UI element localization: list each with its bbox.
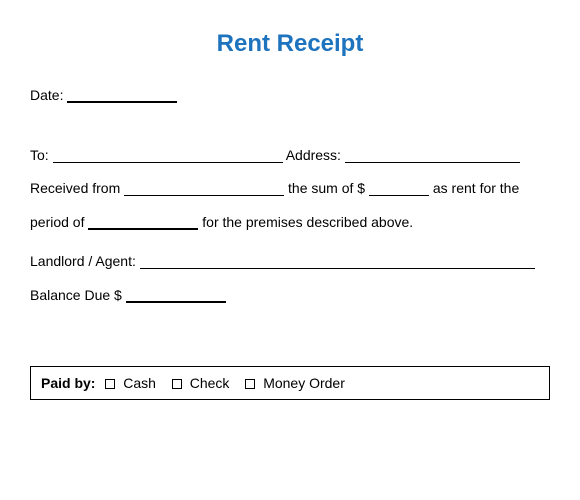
cash-option: Cash xyxy=(123,375,156,391)
landlord-blank[interactable] xyxy=(140,268,535,269)
address-label: Address: xyxy=(286,147,341,163)
money-order-option: Money Order xyxy=(263,375,345,391)
as-rent-label: as rent for the xyxy=(433,180,519,196)
premises-label: for the premises described above. xyxy=(202,214,413,230)
cash-checkbox[interactable] xyxy=(105,379,115,389)
to-address-row: To: Address: xyxy=(30,146,550,166)
receipt-title: Rent Receipt xyxy=(30,30,550,58)
received-from-blank[interactable] xyxy=(124,195,284,196)
sum-blank[interactable] xyxy=(369,195,429,196)
paid-by-box: Paid by: Cash Check Money Order xyxy=(30,366,550,400)
to-blank[interactable] xyxy=(53,162,283,163)
period-of-label: period of xyxy=(30,214,84,230)
date-label: Date: xyxy=(30,87,63,103)
date-row: Date: xyxy=(30,86,550,106)
balance-blank[interactable] xyxy=(126,301,226,303)
paid-by-label: Paid by: xyxy=(41,375,95,391)
received-from-label: Received from xyxy=(30,180,120,196)
period-row: period of for the premises described abo… xyxy=(30,213,550,233)
money-order-checkbox[interactable] xyxy=(245,379,255,389)
period-blank[interactable] xyxy=(88,228,198,230)
check-checkbox[interactable] xyxy=(172,379,182,389)
sum-of-label: the sum of $ xyxy=(288,180,365,196)
date-blank[interactable] xyxy=(67,101,177,103)
balance-due-label: Balance Due $ xyxy=(30,287,122,303)
balance-row: Balance Due $ xyxy=(30,286,550,306)
landlord-label: Landlord / Agent: xyxy=(30,253,136,269)
landlord-row: Landlord / Agent: xyxy=(30,252,550,272)
rent-receipt-form: Rent Receipt Date: To: Address: Received… xyxy=(0,0,580,400)
check-option: Check xyxy=(190,375,230,391)
received-row: Received from the sum of $ as rent for t… xyxy=(30,179,550,199)
address-blank[interactable] xyxy=(345,162,520,163)
to-label: To: xyxy=(30,147,49,163)
